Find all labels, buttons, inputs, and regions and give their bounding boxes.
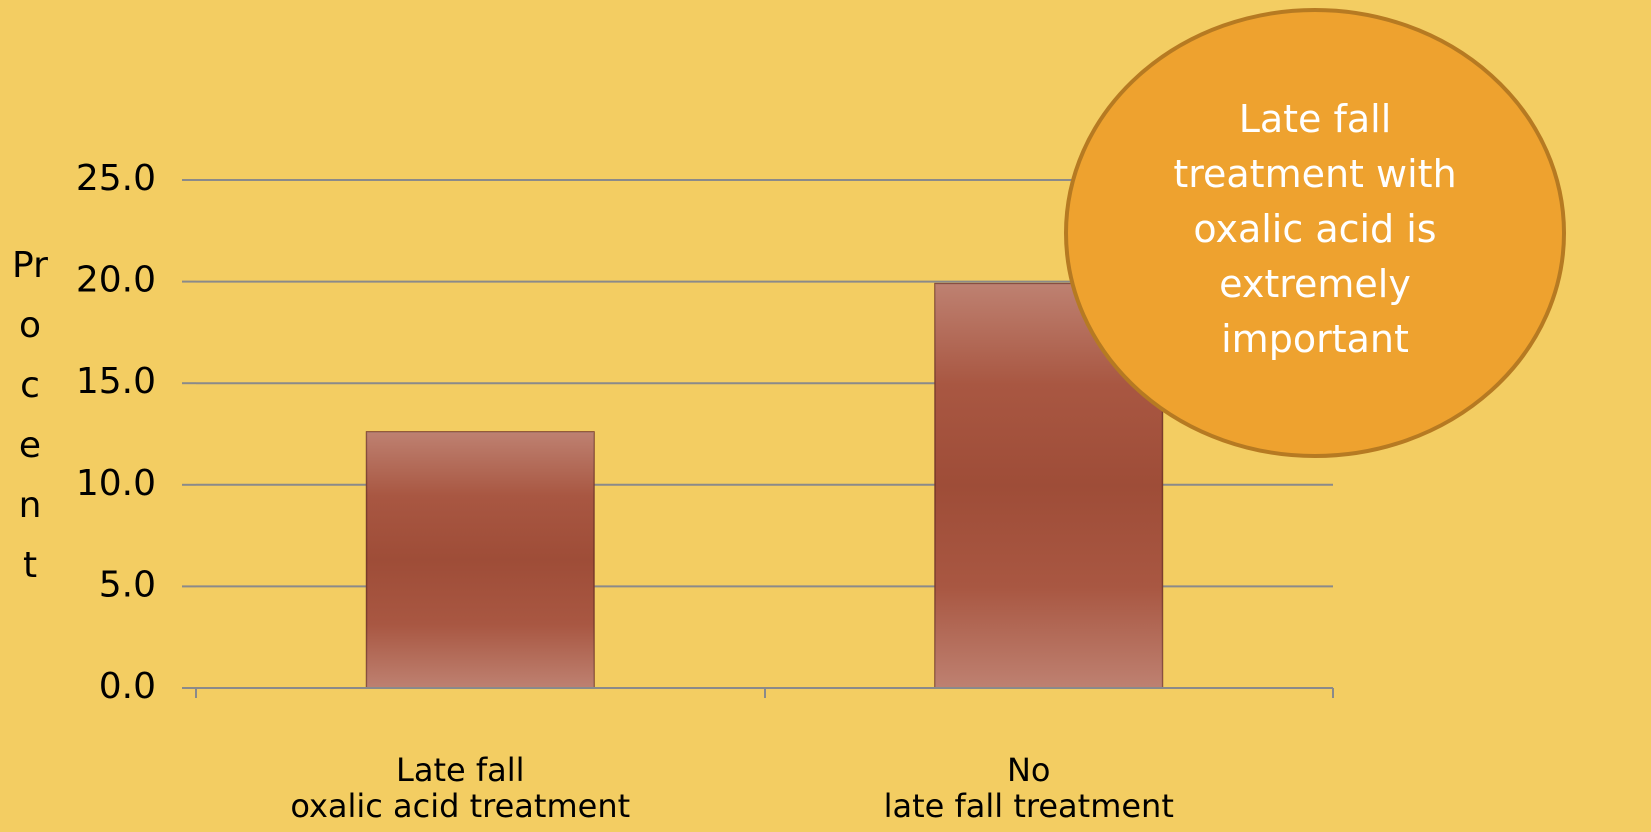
y-tick-label: 15.0 [76,361,156,402]
y-axis-label: Procent [12,245,48,586]
y-tick-label: 20.0 [76,260,156,301]
y-tick-label: 25.0 [76,158,156,199]
y-tick-label: 5.0 [99,564,156,605]
bars [365,282,1164,689]
x-tick-label: No late fall treatment [883,751,1174,825]
bar-shading [366,431,594,688]
y-tick-label: 10.0 [76,463,156,504]
y-tick-label: 0.0 [99,666,156,707]
annotation: Late fall treatment with oxalic acid is … [1173,97,1457,361]
callout-bubble [1064,8,1566,458]
x-tick-label: Late fall oxalic acid treatment [290,751,631,825]
